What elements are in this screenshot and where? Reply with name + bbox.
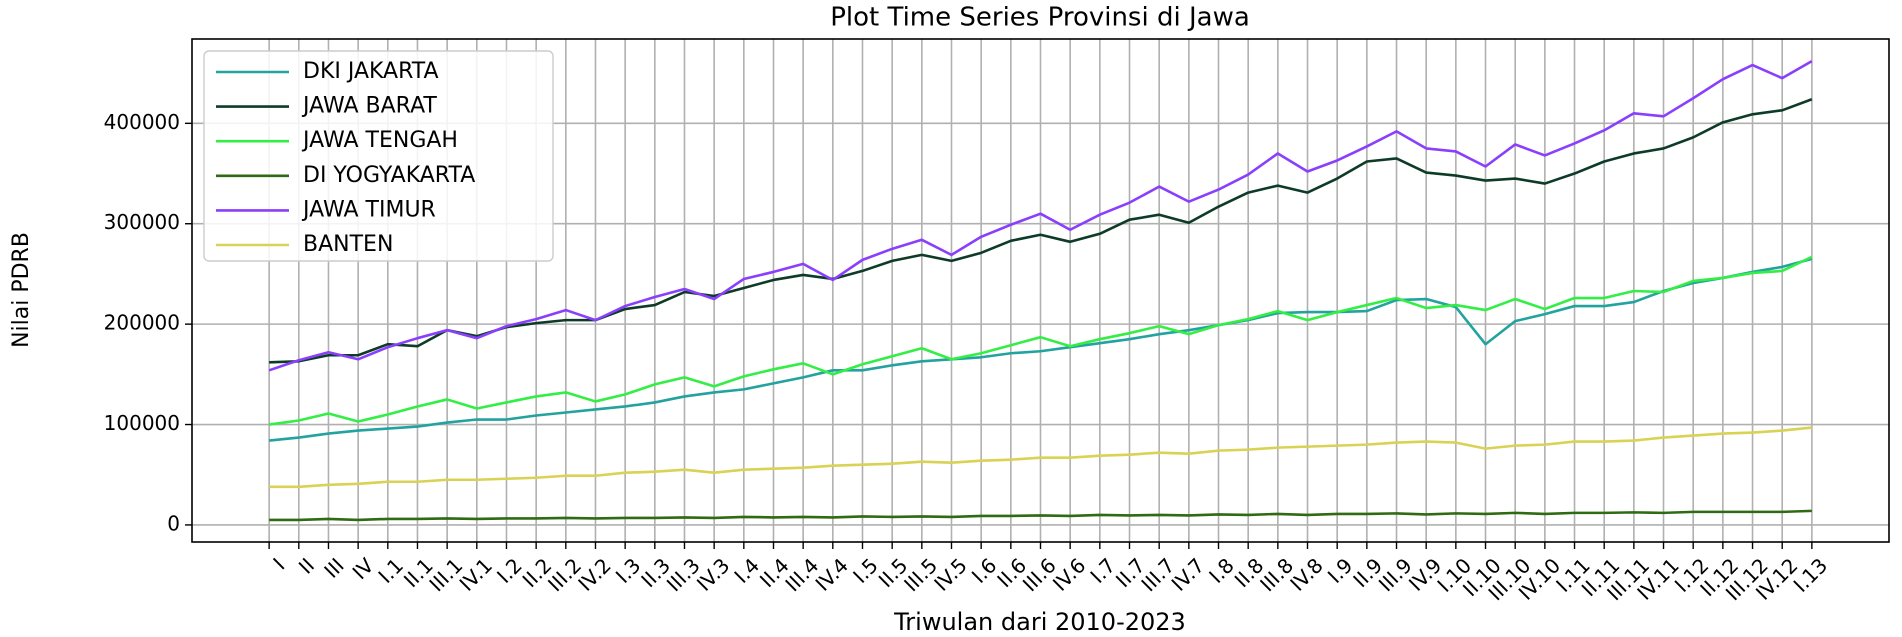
x-tick-label: IV — [348, 553, 379, 584]
chart-title: Plot Time Series Provinsi di Jawa — [830, 3, 1250, 33]
x-tick-label: IV.3 — [692, 553, 734, 595]
x-tick-label: IV.6 — [1048, 553, 1090, 595]
x-tick-label: III — [319, 553, 348, 582]
y-tick-label: 300000 — [104, 210, 180, 234]
series-line — [269, 98, 1813, 364]
y-tick-label: 200000 — [104, 311, 180, 335]
x-axis-label: Triwulan dari 2010-2023 — [893, 608, 1186, 636]
series-line — [269, 257, 1813, 442]
series-line — [268, 255, 1813, 426]
x-tick-label: IV.1 — [455, 553, 497, 595]
y-axis-label: Nilai PDRB — [9, 232, 34, 348]
legend-label: DKI JAKARTA — [303, 59, 439, 84]
series-line — [269, 426, 1812, 489]
legend-label: DI YOGYAKARTA — [303, 163, 475, 188]
y-tick-label: 100000 — [104, 411, 180, 435]
x-tick-label: IV.2 — [573, 553, 615, 595]
x-tick-label: IV.8 — [1285, 553, 1327, 595]
legend-box — [203, 50, 554, 262]
y-tick-label: 0 — [167, 511, 180, 535]
y-tick-label: 400000 — [104, 110, 180, 134]
legend-label: JAWA TIMUR — [301, 197, 436, 222]
x-tick-label: IV.5 — [929, 553, 971, 595]
x-tick-label: IV.7 — [1167, 553, 1209, 595]
series-line — [268, 59, 1813, 372]
legend-label: JAWA TENGAH — [301, 128, 458, 153]
plot-frame — [191, 38, 1890, 543]
x-tick-label: I — [268, 553, 289, 574]
x-tick-label: I.13 — [1789, 553, 1833, 597]
series-line — [269, 509, 1812, 522]
x-tick-label: II — [294, 553, 319, 578]
legend-label: JAWA BARAT — [301, 94, 437, 119]
x-tick-label: IV.4 — [811, 553, 853, 595]
legend-label: BANTEN — [303, 232, 393, 257]
